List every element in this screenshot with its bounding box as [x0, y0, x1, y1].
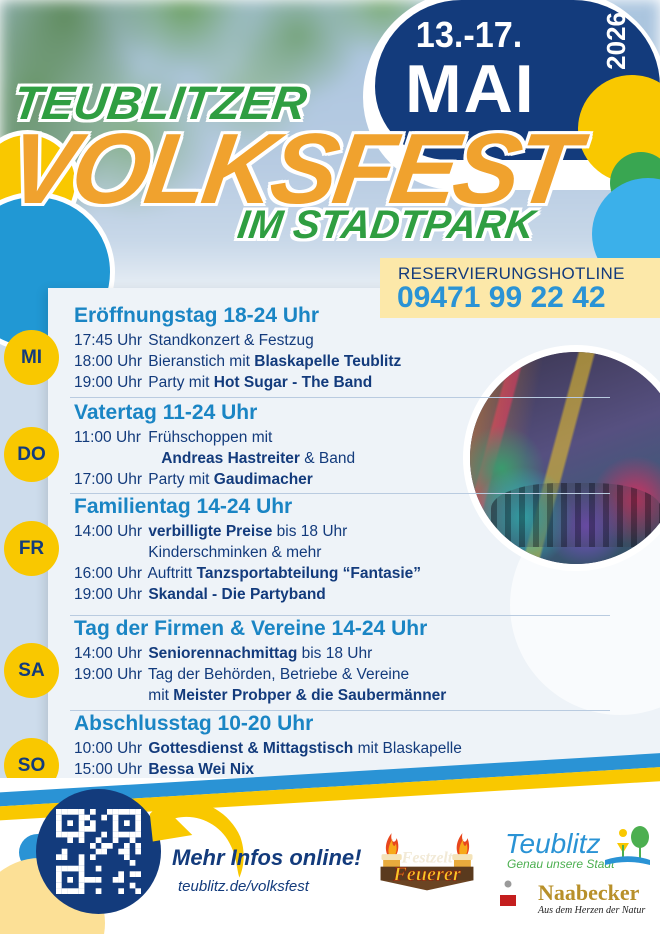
svg-text:Teublitz: Teublitz [505, 828, 600, 859]
svg-text:Aus dem Herzen der Natur: Aus dem Herzen der Natur [537, 905, 645, 916]
svg-text:Genau unsere Stadt: Genau unsere Stadt [507, 857, 615, 871]
svg-text:Naabecker: Naabecker [538, 880, 640, 905]
svg-text:Feuerer: Feuerer [392, 863, 462, 885]
